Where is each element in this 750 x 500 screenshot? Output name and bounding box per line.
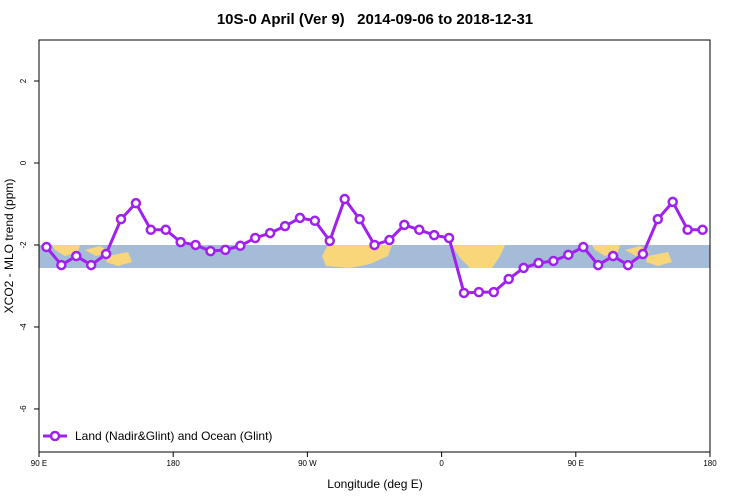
- data-point: [71, 250, 82, 262]
- data-point: [518, 262, 529, 274]
- data-point: [41, 241, 52, 253]
- y-axis-title: XCO2 - MLO trend (ppm): [2, 179, 16, 314]
- data-point: [682, 224, 693, 236]
- data-point: [160, 224, 171, 236]
- data-point: [130, 197, 142, 209]
- data-point: [115, 213, 127, 225]
- data-point: [294, 212, 306, 224]
- data-point: [652, 213, 664, 225]
- legend: Land (Nadir&Glint) and Ocean (Glint): [43, 429, 272, 443]
- y-tick-label: 2: [19, 78, 28, 83]
- data-point: [563, 249, 574, 261]
- x-tick-label: 180: [167, 459, 181, 468]
- data-point: [220, 244, 231, 256]
- x-tick-label: 180: [703, 459, 717, 468]
- data-point: [384, 234, 395, 246]
- data-point: [354, 213, 365, 225]
- data-point: [548, 255, 559, 267]
- data-point: [488, 286, 500, 298]
- y-tick-label: -4: [19, 323, 28, 331]
- data-point: [697, 224, 708, 236]
- data-point: [175, 236, 186, 248]
- data-point: [428, 229, 440, 241]
- data-point: [309, 215, 321, 227]
- data-point: [56, 259, 67, 271]
- land: [592, 245, 672, 266]
- x-axis-title: Longitude (deg E): [327, 477, 422, 491]
- chart-title: 10S-0 April (Ver 9) 2014-09-06 to 2018-1…: [217, 11, 533, 28]
- data-point: [205, 245, 216, 257]
- data-point: [473, 286, 485, 298]
- data-point: [667, 196, 678, 208]
- data-point: [592, 259, 604, 271]
- legend-label: Land (Nadir&Glint) and Ocean (Glint): [75, 429, 272, 443]
- data-point: [100, 248, 112, 260]
- data-point: [443, 232, 455, 244]
- data-point: [578, 241, 589, 253]
- data-point: [264, 227, 276, 239]
- data-point: [637, 248, 649, 260]
- data-point: [458, 287, 470, 299]
- data-point: [399, 219, 410, 231]
- data-point: [235, 240, 246, 252]
- data-point: [503, 273, 514, 285]
- data-point: [369, 239, 380, 251]
- land: [322, 245, 392, 268]
- data-point: [279, 220, 291, 232]
- data-point: [413, 224, 425, 236]
- data-point: [607, 250, 619, 262]
- land: [452, 245, 505, 268]
- y-tick-label: -2: [19, 241, 28, 249]
- data-point: [249, 232, 261, 244]
- data-point: [339, 193, 350, 205]
- data-point: [190, 239, 201, 251]
- data-point: [324, 235, 336, 247]
- land: [52, 245, 132, 266]
- data-point: [533, 257, 544, 269]
- x-tick-label: 90 E: [31, 459, 47, 468]
- data-point: [85, 259, 97, 271]
- y-tick-label: -6: [19, 405, 28, 413]
- data-point: [622, 259, 634, 271]
- plot-frame: [38, 39, 711, 453]
- x-tick-label: 0: [439, 459, 444, 468]
- x-tick-label: 90 W: [298, 459, 317, 468]
- x-tick-label: 90 E: [568, 459, 584, 468]
- y-tick-label: 0: [19, 160, 28, 165]
- data-point: [145, 224, 157, 236]
- legend-marker: [49, 430, 61, 442]
